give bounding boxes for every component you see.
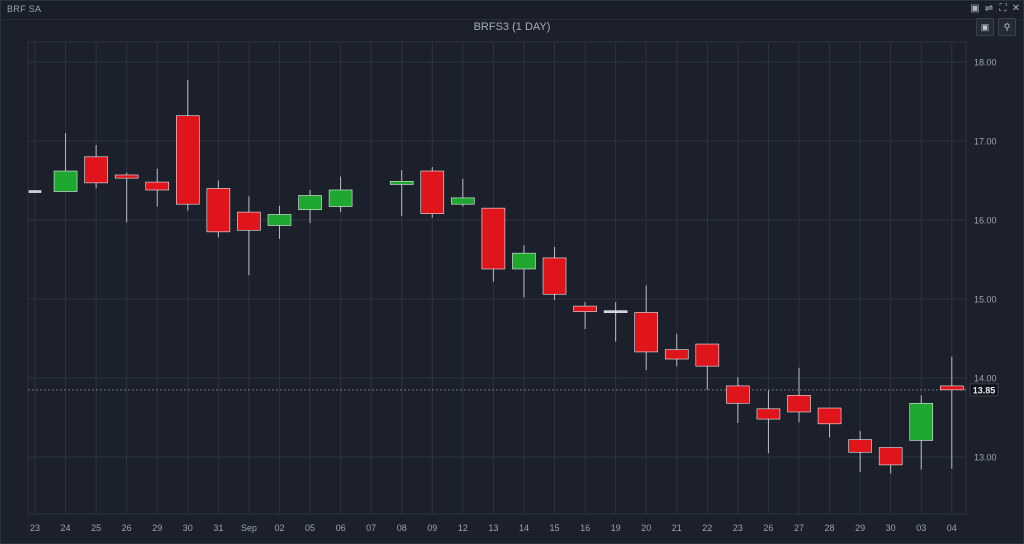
candle-body (756, 408, 781, 420)
x-tick-label: 29 (855, 523, 865, 533)
candle-body (176, 115, 200, 205)
x-tick-label: 23 (30, 523, 40, 533)
last-price-label: 13.85 (973, 385, 996, 395)
x-tick-label: 26 (763, 523, 773, 533)
candle-body (939, 385, 964, 391)
x-tick-label: 07 (366, 523, 376, 533)
app-title: BRF SA (7, 4, 42, 14)
x-tick-label: 02 (274, 523, 284, 533)
candle-body (603, 310, 628, 313)
fullscreen-icon[interactable]: ⛶ (999, 3, 1007, 14)
search-icon: ⚲ (1003, 22, 1011, 32)
x-tick-label: 06 (336, 523, 346, 533)
x-tick-label: 21 (672, 523, 682, 533)
candle-body (451, 197, 475, 205)
x-tick-label: 08 (397, 523, 407, 533)
candle-body (878, 447, 903, 466)
candle-body (787, 395, 811, 413)
x-tick-label: 12 (458, 523, 468, 533)
candle-body (481, 207, 506, 270)
candle-body (542, 257, 567, 295)
x-tick-label: 15 (550, 523, 560, 533)
candle-body (28, 190, 42, 193)
plot-area (27, 41, 967, 515)
x-tick-label: 22 (702, 523, 712, 533)
x-tick-label: 31 (213, 523, 223, 533)
lock-button[interactable]: ▣ (976, 18, 994, 36)
candle-body (848, 439, 872, 453)
x-tick-label: 25 (91, 523, 101, 533)
candle-body (237, 211, 261, 231)
y-tick-label: 18.00 (974, 58, 997, 68)
candle-body (909, 402, 934, 441)
x-tick-label: 27 (794, 523, 804, 533)
candle-body (206, 188, 231, 233)
x-tick-label: 03 (916, 523, 926, 533)
candle-body (114, 174, 139, 179)
last-price-badge (969, 383, 999, 397)
chart-title: BRFS3 (1 DAY) (473, 21, 551, 33)
candle-body (53, 170, 78, 192)
candle-body (695, 343, 720, 367)
y-tick-label: 17.00 (974, 137, 997, 147)
candle-body (389, 180, 414, 185)
maximize-icon[interactable]: ▣ (970, 3, 980, 14)
candle-body (634, 312, 659, 353)
candle-body (84, 156, 108, 184)
y-tick-label: 16.00 (974, 216, 997, 226)
close-icon[interactable]: ✕ (1011, 3, 1021, 14)
candle-body (145, 181, 170, 191)
x-tick-label: 26 (122, 523, 132, 533)
lock-icon: ▣ (980, 22, 990, 32)
x-tick-label: 20 (641, 523, 651, 533)
y-tick-label: 14.00 (974, 374, 997, 384)
settings-sliders-icon[interactable]: ⇌ (984, 3, 994, 14)
candle-body (267, 214, 292, 226)
x-tick-label: Sep (241, 523, 257, 533)
x-tick-label: 16 (580, 523, 590, 533)
window-titlebar: BRF SA ▣ ⇌ ⛶ ✕ (1, 1, 1023, 20)
candle-body (420, 170, 445, 214)
candle-body (512, 252, 536, 270)
candle-body (328, 189, 353, 207)
x-tick-label: 13 (488, 523, 498, 533)
x-tick-label: 14 (519, 523, 529, 533)
x-tick-label: 09 (427, 523, 437, 533)
x-tick-label: 30 (886, 523, 896, 533)
x-tick-label: 29 (152, 523, 162, 533)
x-tick-label: 28 (825, 523, 835, 533)
candle-body (664, 349, 689, 360)
y-tick-label: 13.00 (974, 453, 997, 463)
x-tick-label: 30 (183, 523, 193, 533)
candle-body (726, 385, 750, 404)
y-tick-label: 15.00 (974, 295, 997, 305)
candle-body (298, 195, 322, 211)
search-button[interactable]: ⚲ (998, 18, 1016, 36)
x-tick-label: 05 (305, 523, 315, 533)
candle-body (817, 407, 842, 425)
x-tick-label: 19 (611, 523, 621, 533)
x-tick-label: 23 (733, 523, 743, 533)
x-tick-label: 24 (61, 523, 71, 533)
candle-body (573, 305, 597, 312)
x-tick-label: 04 (947, 523, 957, 533)
